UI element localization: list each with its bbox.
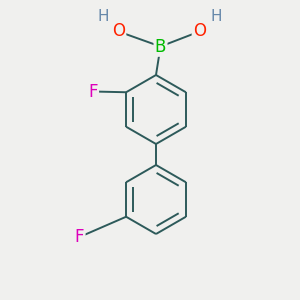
Text: O: O <box>112 22 125 40</box>
Text: H: H <box>210 9 222 24</box>
Text: B: B <box>155 38 166 56</box>
Text: O: O <box>193 22 206 40</box>
Text: F: F <box>75 228 84 246</box>
Text: F: F <box>88 82 98 100</box>
Text: H: H <box>98 9 109 24</box>
